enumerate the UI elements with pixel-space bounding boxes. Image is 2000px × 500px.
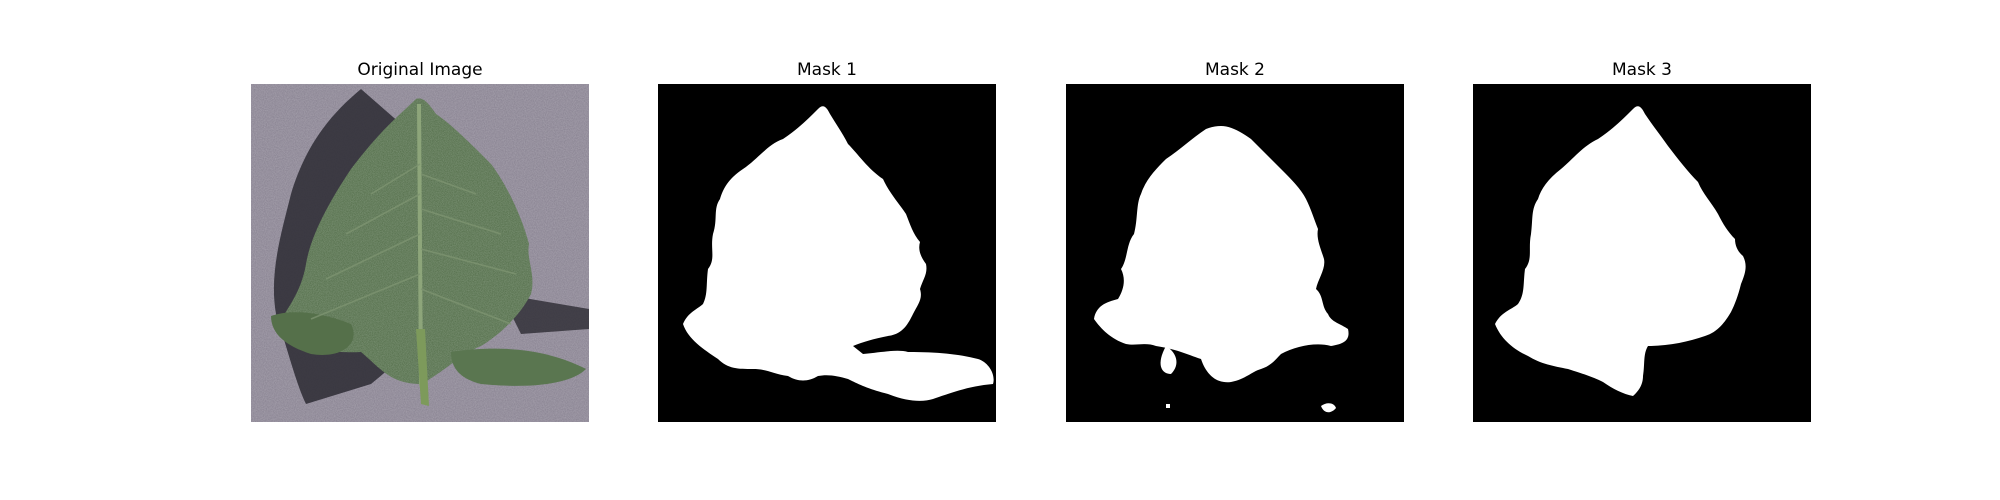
original-leaf-photo: [251, 84, 589, 422]
mask-2-image: [1066, 84, 1404, 422]
panel-title: Mask 1: [796, 60, 857, 80]
mask-3-image: [1473, 84, 1811, 422]
panel-title: Original Image: [357, 60, 483, 80]
panel-title: Mask 2: [1204, 60, 1265, 80]
mask-1-image: [658, 84, 996, 422]
panel-title: Mask 3: [1611, 60, 1672, 80]
